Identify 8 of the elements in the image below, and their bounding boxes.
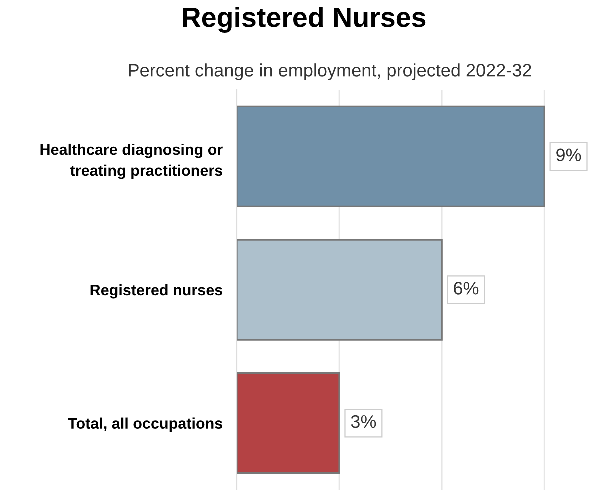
chart-subtitle: Percent change in employment, projected 2022-32 [129, 64, 532, 80]
data-label: 3% [351, 415, 376, 428]
y-tick-label: Healthcare diagnosing or treating practitioners [40, 144, 223, 180]
y-tick-label: Registered nurses [90, 284, 222, 299]
data-label: 6% [454, 282, 479, 295]
chart-title: Registered Nurses [183, 6, 426, 34]
y-tick-label: Total, all occupations [68, 418, 222, 432]
data-label: 9% [556, 148, 582, 162]
